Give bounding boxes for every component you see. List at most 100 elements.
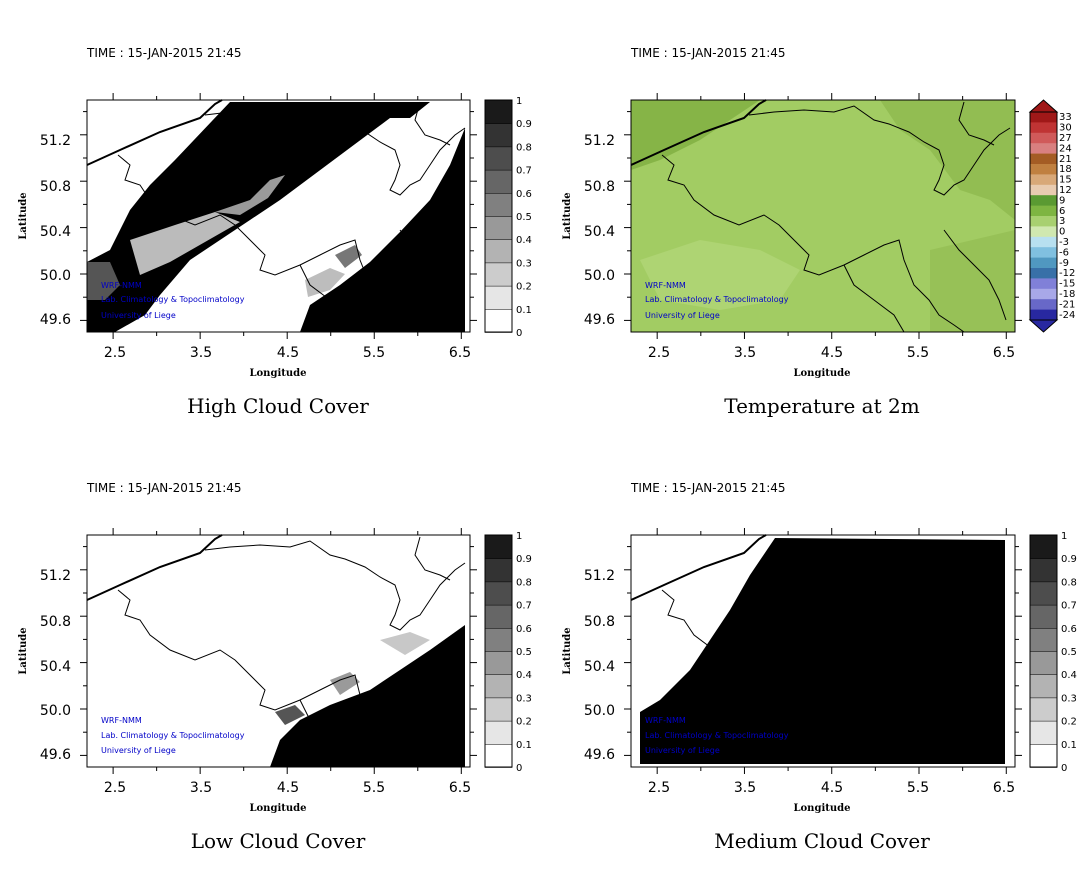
cloud-band-haze-2 [215, 175, 285, 215]
credit-line-university: University of Liege [101, 311, 176, 320]
colorbar-swatch [1030, 174, 1057, 186]
cloud-haze-1 [380, 632, 430, 655]
y-tick-labels: 51.2 50.8 50.4 50.0 49.6 [40, 568, 71, 763]
colorbar-tick-label: 0.3 [516, 693, 532, 704]
credit-line-lab: Lab. Climatology & Topoclimatology [645, 295, 789, 304]
x-tick-label: 5.5 [907, 345, 929, 361]
colorbar-tick-label: 0.5 [516, 212, 532, 223]
panel-title: Medium Cloud Cover [714, 829, 930, 853]
cloud-haze-3 [275, 705, 305, 725]
colorbar-tick-label: 0.7 [516, 166, 532, 177]
colorbar-tick-label: 0 [1061, 763, 1067, 774]
colorbar-swatch [1029, 697, 1058, 722]
coastline [630, 534, 767, 601]
colorbar-swatch [484, 262, 513, 287]
colorbar-swatch [1030, 205, 1057, 217]
colorbar-tick-label: 0.5 [516, 647, 532, 658]
plot-frame [86, 99, 471, 333]
x-tick-label: 3.5 [190, 345, 212, 361]
cloud-grey-patch-2 [335, 245, 362, 268]
x-tick-label: 4.5 [277, 345, 299, 361]
colorbar-tick-label: 0.9 [516, 554, 532, 565]
colorbar-swatch [1030, 278, 1057, 290]
y-axis-label: Latitude [562, 192, 573, 239]
colorbar-tick-label: 0 [516, 763, 522, 774]
panel-high-cloud-cover: TIME : 15-JAN-2015 21:45 WRF-NMM Lab. Cl… [18, 46, 471, 418]
panel-medium-cloud-cover: TIME : 15-JAN-2015 21:45 WRF-NMM Lab. Cl… [562, 481, 1016, 853]
colorbar-tick-label: -3 [1059, 237, 1069, 248]
colorbar-swatch [484, 581, 513, 606]
x-axis-label: Longitude [249, 368, 306, 379]
colorbar-frame [484, 534, 513, 768]
colorbar-tick-label: 0.3 [516, 258, 532, 269]
colorbar-tick-label: 27 [1059, 133, 1072, 144]
colorbar-tick-label: 0.2 [1061, 717, 1077, 728]
colorbar-tick-label: 3 [1059, 216, 1065, 227]
y-tick-label: 50.0 [40, 268, 71, 284]
cloud-band-north [87, 102, 430, 332]
y-tick-label: 51.2 [584, 133, 615, 149]
colorbar-swatch [484, 557, 513, 583]
x-axis-label: Longitude [793, 803, 850, 814]
colorbar-tick-label: 0.9 [1061, 554, 1077, 565]
temperature-field-southeast [930, 230, 1015, 332]
colorbar-tick-label: 0.4 [516, 670, 532, 681]
x-tick-label: 5.5 [363, 345, 385, 361]
y-tick-labels: 51.2 50.8 50.4 50.0 49.6 [584, 133, 615, 328]
colorbar-tick-label: 6 [1059, 206, 1065, 217]
axis-ticks [80, 93, 1022, 774]
colorbar-tick-label: 1 [516, 531, 522, 542]
colorbar-swatch [484, 122, 513, 148]
y-tick-label: 50.4 [584, 224, 615, 240]
colorbar-tick-label: 0.2 [516, 717, 532, 728]
cloud-grey-patch [305, 268, 345, 297]
y-tick-label: 50.0 [40, 703, 71, 719]
colorbar-swatch [484, 215, 513, 240]
y-tick-label: 50.4 [40, 659, 71, 675]
colorbar-tick-label: 0.6 [516, 189, 532, 200]
colorbar-swatch [1029, 557, 1058, 583]
panel-low-cloud-cover: TIME : 15-JAN-2015 21:45 WRF-NMM Lab. Cl… [18, 481, 471, 853]
colorbar-tick-label: -6 [1059, 247, 1069, 258]
y-tick-labels: 51.2 50.8 50.4 50.0 49.6 [584, 568, 615, 763]
colorbar-swatch [1030, 164, 1057, 175]
coastline [86, 534, 223, 601]
time-label: TIME : 15-JAN-2015 21:45 [630, 481, 786, 495]
y-tick-label: 49.6 [584, 312, 615, 328]
colorbar-tick-label: -18 [1059, 289, 1075, 300]
cloud-band-haze [130, 212, 240, 275]
colorbar-swatch [1030, 236, 1057, 248]
x-tick-label: 2.5 [104, 780, 126, 796]
credit-block: WRF-NMM Lab. Climatology & Topoclimatolo… [645, 716, 789, 755]
colorbar-frame [1029, 534, 1058, 768]
colorbar: 33302724211815129630-3-6-9-12-15-18-21-2… [1028, 99, 1075, 333]
colorbar-swatch [484, 673, 513, 699]
colorbar-swatch [484, 720, 513, 745]
cloud-band-southeast [270, 625, 465, 767]
country-borders [661, 101, 1011, 332]
colorbar-swatch [1029, 673, 1058, 699]
colorbar-tick-label: 0.4 [516, 235, 532, 246]
cloud-band-south [300, 128, 465, 332]
plot-frame [630, 534, 1016, 768]
colorbar-tick-label: 0.4 [1061, 670, 1077, 681]
x-tick-label: 2.5 [648, 780, 670, 796]
coastline [86, 99, 223, 166]
colorbar-tick-label: 0.7 [1061, 601, 1077, 612]
colorbar-swatch [1030, 132, 1057, 144]
colorbar-swatch [1029, 534, 1058, 559]
credit-block: WRF-NMM Lab. Climatology & Topoclimatolo… [645, 281, 789, 320]
colorbar-swatch [1030, 247, 1057, 259]
colorbar-tick-label: 0.9 [516, 119, 532, 130]
colorbar: 0 0.1 0.2 0.3 0.4 0.5 0.6 0.7 0.8 0.9 1 [1029, 531, 1077, 774]
colorbar-swatch [484, 697, 513, 722]
colorbar-tick-label: -24 [1059, 310, 1075, 321]
colorbar-swatch [484, 650, 513, 675]
time-label: TIME : 15-JAN-2015 21:45 [86, 481, 242, 495]
time-label: TIME : 15-JAN-2015 21:45 [630, 46, 786, 60]
x-tick-labels: 2.5 3.5 4.5 5.5 6.5 [648, 345, 1015, 361]
x-tick-label: 2.5 [648, 345, 670, 361]
panel-title: High Cloud Cover [187, 394, 369, 418]
colorbar-swatch [484, 99, 513, 124]
colorbar-tick-label: 0.8 [1061, 577, 1077, 588]
